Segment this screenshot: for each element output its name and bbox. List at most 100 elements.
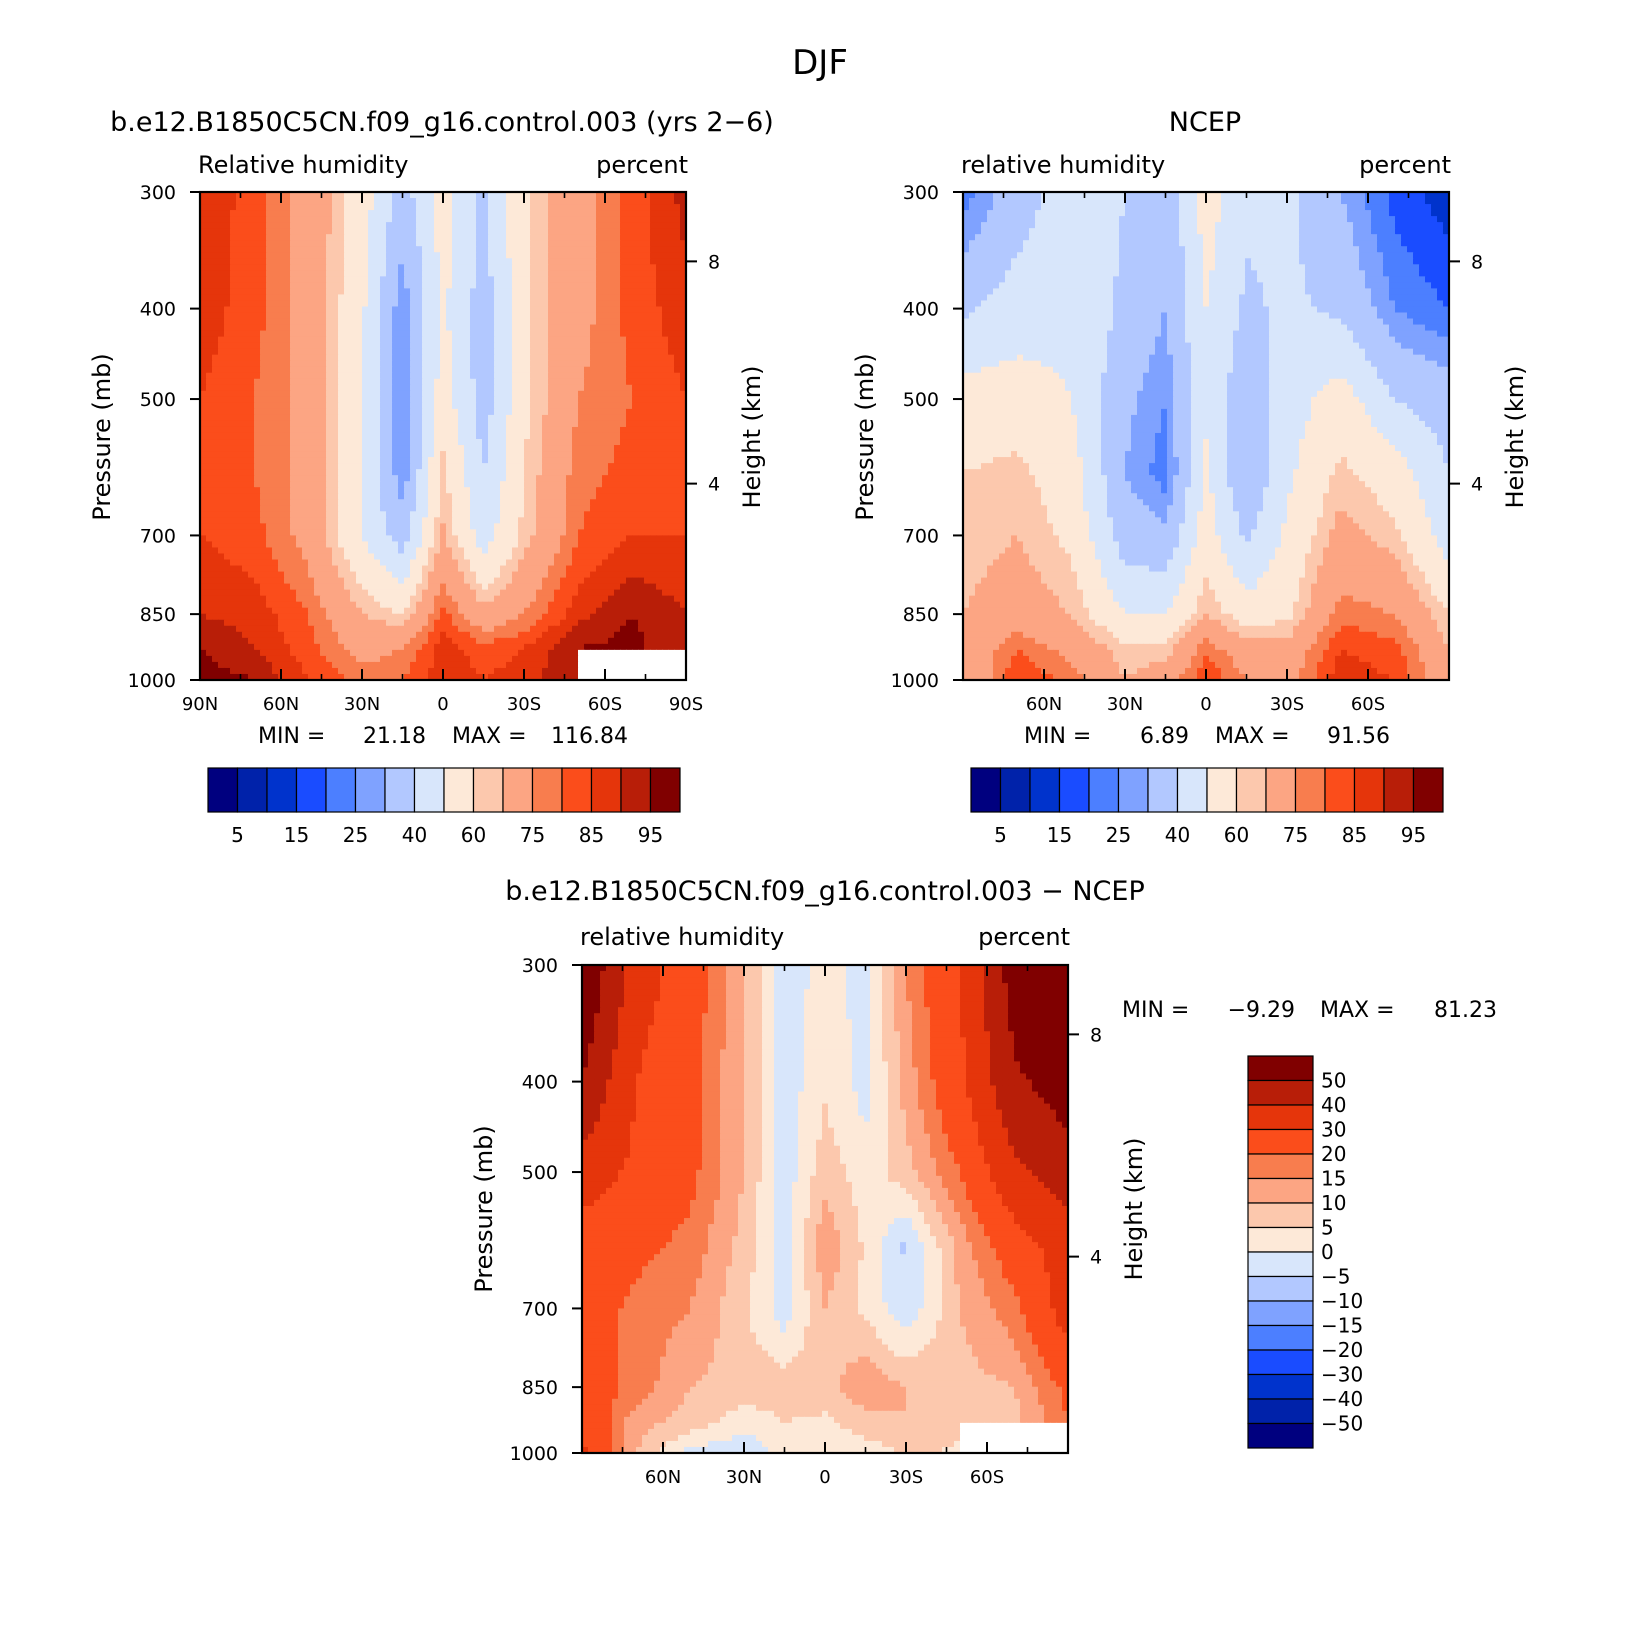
panel-model-cell: [386, 222, 393, 229]
panel-model-cell: [440, 234, 447, 241]
panel-model-cell: [500, 378, 507, 386]
panel-model-cell: [620, 390, 627, 398]
panel-model-cell: [632, 318, 639, 326]
panel-model-cell: [572, 240, 579, 247]
panel-model-cell: [260, 432, 267, 440]
panel-model-cell: [518, 294, 525, 302]
panel-model-cell: [554, 463, 561, 470]
panel-model-cell: [620, 264, 627, 271]
panel-model-cell: [638, 276, 645, 283]
panel-model-cell: [674, 372, 681, 380]
panel-model-cell: [566, 264, 573, 271]
panel-model-cell: [392, 547, 399, 555]
panel-model-cell: [404, 234, 411, 241]
panel-model-cell: [278, 559, 285, 567]
panel-model-cell: [560, 336, 567, 344]
panel-model-cell: [320, 420, 327, 428]
panel-model-cell: [578, 198, 585, 205]
panel-model-cell: [656, 378, 663, 386]
panel-model-cell: [614, 348, 621, 356]
panel-model-cell: [656, 228, 663, 235]
panel-model-cell: [602, 505, 609, 512]
panel-model-cell: [266, 445, 273, 452]
panel-model-cell: [566, 384, 573, 392]
panel-model-cell: [614, 354, 621, 362]
panel-model-cell: [230, 445, 237, 452]
panel-model-cell: [314, 312, 321, 320]
panel-model-cell: [626, 210, 633, 217]
panel-model-cell: [500, 294, 507, 302]
panel-model-cell: [392, 294, 399, 302]
panel-model-cell: [308, 487, 315, 494]
panel-model-cell: [452, 300, 459, 308]
panel-model-cell: [434, 457, 441, 464]
panel-model-cell: [296, 475, 303, 482]
panel-model-cell: [410, 523, 417, 530]
panel-model-cell: [452, 559, 459, 567]
panel-model-cell: [548, 481, 555, 488]
panel-model-cell: [548, 192, 555, 199]
panel-model-cell: [554, 336, 561, 344]
panel-model-cell: [284, 390, 291, 398]
panel-model-cell: [656, 457, 663, 464]
panel-model-cell: [392, 475, 399, 482]
panel-model-cell: [428, 529, 435, 536]
panel-model-cell: [230, 330, 237, 338]
panel-model-cell: [344, 439, 351, 446]
panel-model-cell: [254, 342, 261, 350]
panel-model-cell: [506, 384, 513, 392]
panel-model-cell: [464, 439, 471, 446]
panel-model-cell: [302, 360, 309, 368]
panel-model-cell: [212, 252, 219, 259]
panel-model-cell: [632, 414, 639, 422]
panel-model-cell: [548, 432, 555, 440]
panel-model-cell: [200, 336, 207, 344]
panel-model-cell: [272, 306, 279, 314]
panel-model-cell: [536, 475, 543, 482]
panel-model-cell: [476, 204, 483, 211]
panel-model-cell: [224, 547, 231, 555]
panel-model-cell: [326, 517, 333, 524]
panel-model-cell: [410, 481, 417, 488]
panel-model-cell: [284, 529, 291, 536]
panel-model-cell: [458, 192, 465, 199]
panel-model-cell: [650, 487, 657, 494]
panel-model-cell: [428, 276, 435, 283]
panel-model-cell: [218, 312, 225, 320]
panel-model-cell: [542, 348, 549, 356]
panel-model-cell: [554, 276, 561, 283]
panel-model-cell: [254, 258, 261, 265]
panel-model-cell: [302, 318, 309, 326]
panel-model-cell: [578, 210, 585, 217]
panel-model-cell: [284, 408, 291, 416]
panel-model-cell: [260, 499, 267, 506]
panel-model-cell: [350, 294, 357, 302]
panel-model-cell: [314, 451, 321, 458]
panel-model-cell: [470, 481, 477, 488]
panel-model-cell: [626, 192, 633, 199]
panel-model-cell: [674, 294, 681, 302]
panel-model-cell: [266, 306, 273, 314]
panel-model-cell: [428, 240, 435, 247]
panel-model-cell: [524, 523, 531, 530]
panel-model-cell: [254, 318, 261, 326]
panel-model-cell: [434, 228, 441, 235]
panel-model-cell: [200, 511, 207, 518]
panel-model-cell: [608, 354, 615, 362]
panel-model-cell: [386, 342, 393, 350]
panel-model-cell: [446, 439, 453, 446]
panel-model-cell: [392, 354, 399, 362]
panel-model-cell: [674, 451, 681, 458]
panel-model-cell: [266, 336, 273, 344]
panel-model-cell: [668, 258, 675, 265]
panel-model-cell: [332, 270, 339, 277]
panel-model-cell: [530, 198, 537, 205]
panel-model-cell: [248, 511, 255, 518]
panel-model-cell: [536, 420, 543, 428]
panel-model-cell: [470, 396, 477, 404]
panel-model-cell: [530, 348, 537, 356]
panel-model-cell: [332, 475, 339, 482]
panel-model-cell: [248, 294, 255, 302]
panel-model-cell: [590, 475, 597, 482]
panel-model-cell: [308, 330, 315, 338]
